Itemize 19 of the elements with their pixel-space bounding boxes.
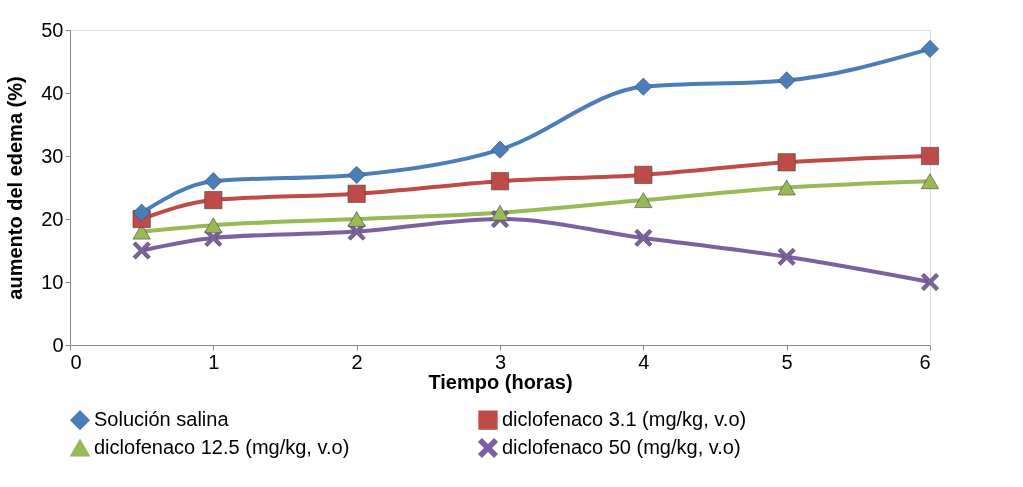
y-tick-label: 10 <box>41 270 64 293</box>
y-tick-label: 40 <box>41 81 64 104</box>
x-tick-label: 5 <box>781 350 793 373</box>
x-tick-label: 2 <box>351 350 363 373</box>
y-tick-label: 20 <box>41 207 64 230</box>
x-tick-label: 4 <box>638 350 650 373</box>
legend-label: diclofenaco 3.1 (mg/kg, v.o) <box>502 408 747 431</box>
legend-label: Solución salina <box>94 408 230 431</box>
legend-label: diclofenaco 12.5 (mg/kg, v.o) <box>94 436 350 458</box>
x-tick-label: 6 <box>919 350 931 373</box>
x-tick-label: 3 <box>494 350 507 373</box>
x-tick-label: 1 <box>208 350 220 373</box>
y-tick-label: 0 <box>52 333 64 356</box>
y-tick-label: 50 <box>41 18 64 41</box>
x-tick-label: 0 <box>70 350 82 373</box>
legend-label: diclofenaco 50 (mg/kg, v.o) <box>502 436 741 458</box>
y-axis-title: aumento del edema (%) <box>4 76 27 300</box>
x-axis-title: Tiempo (horas) <box>428 370 573 393</box>
y-tick-label: 30 <box>41 144 64 167</box>
